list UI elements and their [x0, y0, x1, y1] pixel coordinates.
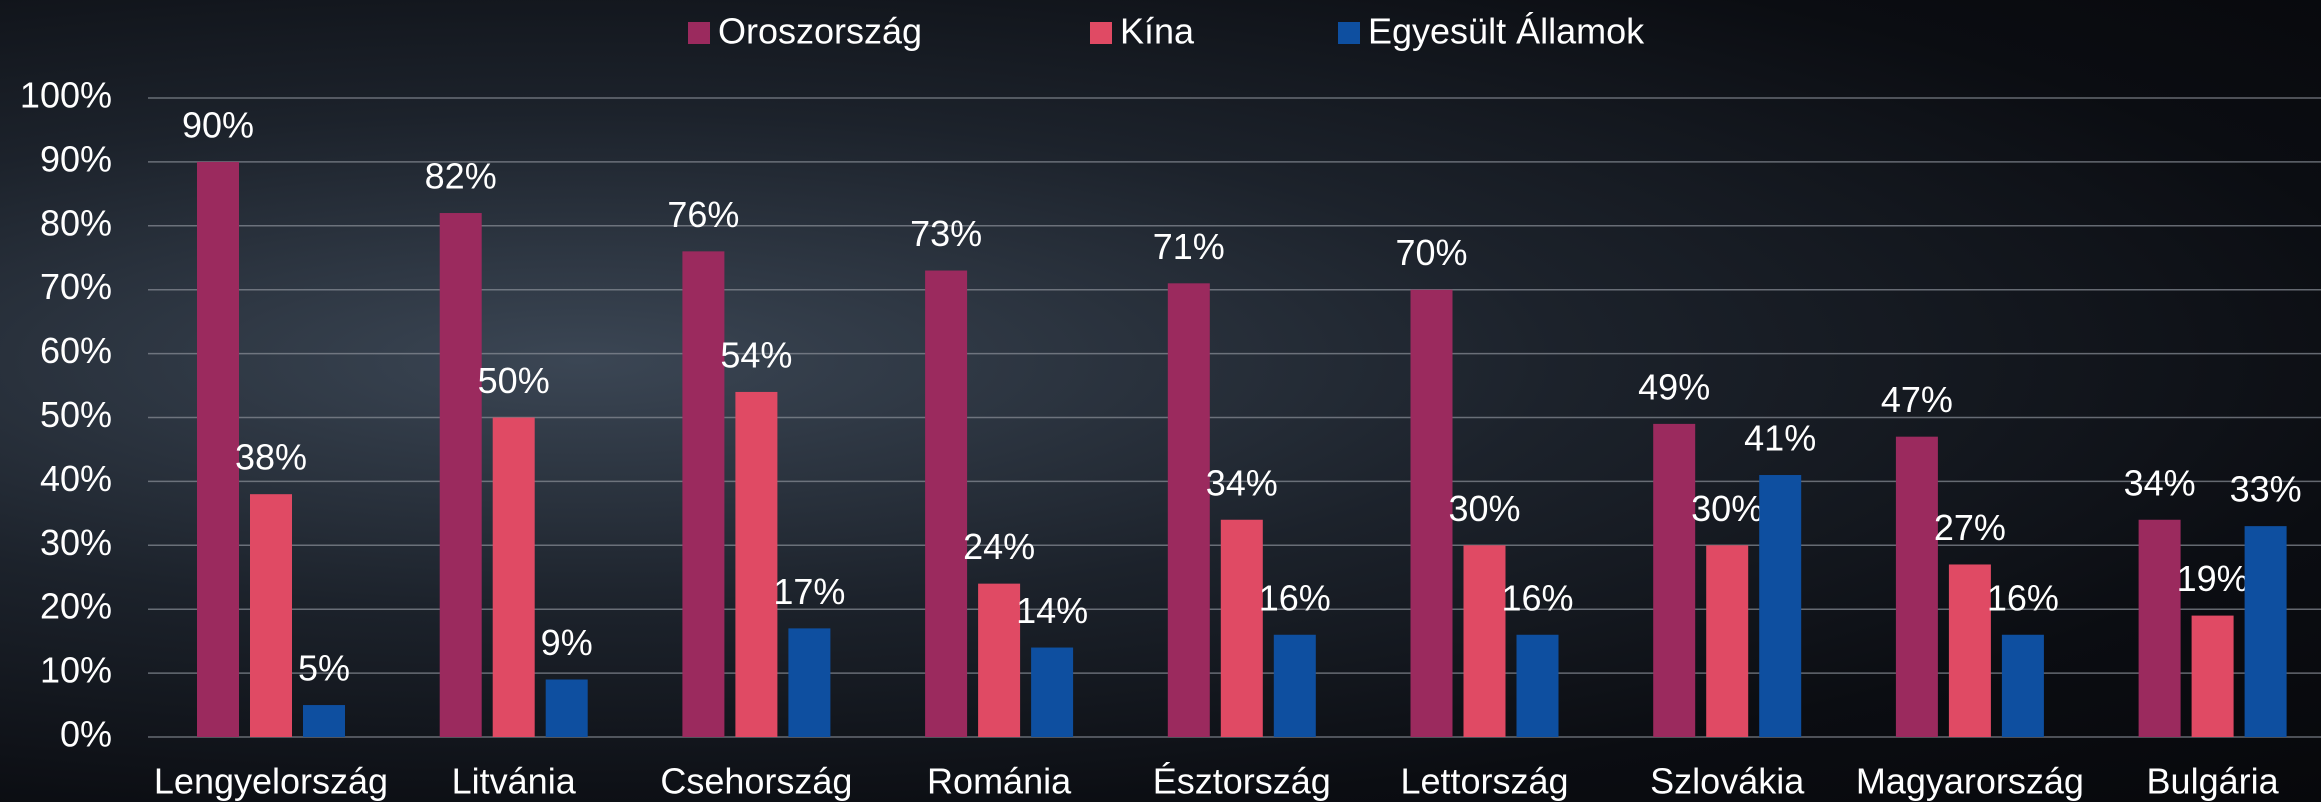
- bar: [735, 391, 778, 737]
- bar: [1948, 564, 1991, 737]
- value-label: 17%: [773, 571, 845, 612]
- y-tick-label: 80%: [40, 202, 112, 243]
- y-tick-label: 50%: [40, 394, 112, 435]
- bar: [1516, 634, 1559, 737]
- value-label: 16%: [1987, 577, 2059, 618]
- bar: [303, 705, 345, 737]
- value-label: 30%: [1691, 488, 1763, 529]
- bar: [2001, 634, 2044, 737]
- x-tick-label: Szlovákia: [1650, 761, 1805, 802]
- value-label: 5%: [298, 648, 350, 689]
- bar: [545, 679, 588, 737]
- value-label: 71%: [1153, 226, 1225, 267]
- bar: [250, 494, 292, 737]
- y-tick-label: 70%: [40, 266, 112, 307]
- legend-swatch: [688, 22, 710, 44]
- value-label: 19%: [2177, 558, 2249, 599]
- x-tick-label: Lengyelország: [154, 761, 388, 802]
- bar: [2191, 615, 2234, 737]
- value-label: 16%: [1259, 577, 1331, 618]
- value-label: 24%: [963, 526, 1035, 567]
- y-tick-label: 60%: [40, 330, 112, 371]
- legend-swatch: [1338, 22, 1360, 44]
- x-tick-label: Románia: [927, 761, 1072, 802]
- y-tick-label: 30%: [40, 522, 112, 563]
- y-tick-label: 100%: [20, 75, 112, 116]
- bar: [1706, 545, 1749, 737]
- bar: [2138, 519, 2181, 737]
- value-label: 9%: [541, 622, 593, 663]
- x-tick-label: Lettország: [1400, 761, 1568, 802]
- bar: [1653, 423, 1696, 737]
- value-label: 70%: [1395, 232, 1467, 273]
- y-tick-label: 90%: [40, 138, 112, 179]
- legend-swatch: [1090, 22, 1112, 44]
- value-label: 49%: [1638, 366, 1710, 407]
- y-tick-label: 40%: [40, 458, 112, 499]
- value-label: 41%: [1744, 418, 1816, 459]
- x-tick-label: Bulgária: [2147, 761, 2280, 802]
- bar: [1220, 519, 1263, 737]
- value-label: 30%: [1448, 488, 1520, 529]
- bar: [1895, 436, 1938, 737]
- bar: [2244, 526, 2287, 737]
- bar: [1410, 289, 1453, 737]
- value-label: 90%: [182, 104, 254, 145]
- x-tick-label: Litvánia: [452, 761, 577, 802]
- value-label: 82%: [425, 156, 497, 197]
- bar: [1031, 647, 1074, 737]
- bar: [788, 628, 831, 737]
- value-label: 27%: [1934, 507, 2006, 548]
- value-label: 47%: [1881, 379, 1953, 420]
- x-tick-label: Magyarország: [1856, 761, 2084, 802]
- bar: [978, 583, 1021, 737]
- bar: [1273, 634, 1316, 737]
- bar: [1463, 545, 1506, 737]
- bar: [925, 270, 968, 737]
- value-label: 54%: [720, 334, 792, 375]
- bar: [197, 161, 239, 737]
- y-tick-label: 0%: [60, 714, 112, 755]
- bar: [439, 213, 482, 737]
- value-label: 76%: [667, 194, 739, 235]
- y-tick-label: 10%: [40, 650, 112, 691]
- legend-label: Egyesült Államok: [1368, 11, 1645, 52]
- legend-label: Oroszország: [718, 11, 922, 52]
- value-label: 73%: [910, 213, 982, 254]
- bar: [1759, 475, 1802, 737]
- bar: [492, 417, 535, 737]
- bar: [1167, 283, 1210, 737]
- legend-label: Kína: [1120, 11, 1195, 52]
- bar: [682, 251, 725, 738]
- value-label: 33%: [2230, 469, 2302, 510]
- y-tick-label: 20%: [40, 586, 112, 627]
- value-label: 16%: [1501, 577, 1573, 618]
- value-label: 34%: [1206, 462, 1278, 503]
- value-label: 38%: [235, 437, 307, 478]
- value-label: 14%: [1016, 590, 1088, 631]
- x-tick-label: Csehország: [660, 761, 852, 802]
- x-tick-label: Észtország: [1153, 761, 1331, 802]
- value-label: 50%: [478, 360, 550, 401]
- value-label: 34%: [2124, 462, 2196, 503]
